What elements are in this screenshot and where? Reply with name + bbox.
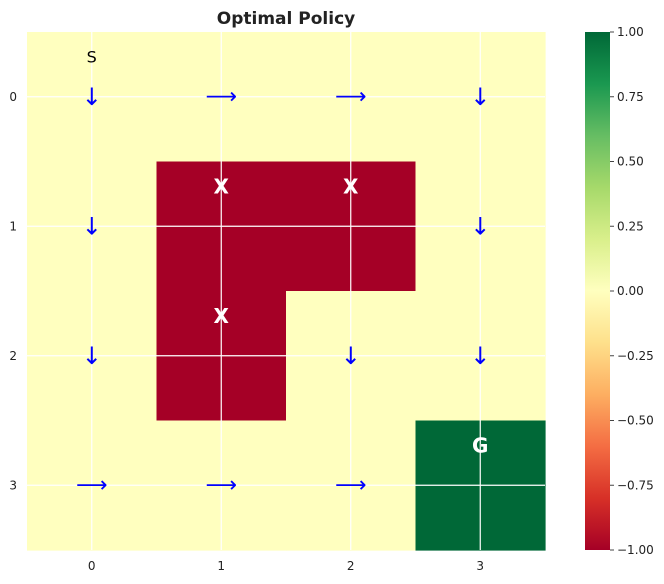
colorbar-tick-label: 1.00 <box>617 25 644 39</box>
policy-arrow-down: ↓ <box>341 342 361 370</box>
colorbar-ticks: 1.00 0.75 0.50 0.25 0.00 −0.25 −0.50 −0.75 −1.00 <box>610 25 654 557</box>
policy-arrow-right: ⟶ <box>335 473 367 498</box>
x-tick-label: 0 <box>88 559 96 573</box>
y-axis-ticks: 0 1 2 3 <box>9 90 17 493</box>
cell-label: X <box>343 174 359 198</box>
colorbar <box>585 32 610 550</box>
policy-arrow-right: ⟶ <box>205 84 237 109</box>
policy-arrow-down: ↓ <box>470 83 490 111</box>
policy-arrow-down: ↓ <box>82 342 102 370</box>
colorbar-tick-label: −0.25 <box>617 349 654 363</box>
x-axis-ticks: 0 1 2 3 <box>88 559 484 573</box>
cell-labels: S X X X G <box>87 47 489 457</box>
policy-arrow-right: ⟶ <box>335 84 367 109</box>
policy-arrow-down: ↓ <box>470 342 490 370</box>
policy-arrow-down: ↓ <box>82 212 102 240</box>
cell-label: S <box>87 47 97 66</box>
colorbar-tick-label: 0.75 <box>617 90 644 104</box>
cell-label: X <box>214 174 230 198</box>
chart-title: Optimal Policy <box>217 9 355 29</box>
colorbar-tick-label: 0.25 <box>617 219 644 233</box>
y-tick-label: 3 <box>9 478 17 492</box>
colorbar-tick-label: −1.00 <box>617 543 654 557</box>
policy-arrow-right: ⟶ <box>76 473 108 498</box>
y-tick-label: 0 <box>9 90 17 104</box>
x-tick-label: 3 <box>476 559 484 573</box>
colorbar-tick-label: 0.50 <box>617 155 644 169</box>
cell-label: G <box>472 433 488 457</box>
x-tick-label: 2 <box>347 559 355 573</box>
colorbar-tick-label: 0.00 <box>617 284 644 298</box>
policy-arrows: ↓ ⟶ ⟶ ↓ ↓ ↓ ↓ ↓ ↓ ⟶ ⟶ ⟶ <box>76 83 490 498</box>
x-tick-label: 1 <box>217 559 225 573</box>
policy-arrow-down: ↓ <box>470 212 490 240</box>
gridlines <box>27 32 545 550</box>
policy-arrow-down: ↓ <box>82 83 102 111</box>
cell-label: X <box>214 304 230 328</box>
colorbar-tick-label: −0.50 <box>617 414 654 428</box>
y-tick-label: 2 <box>9 349 17 363</box>
y-tick-label: 1 <box>9 219 17 233</box>
policy-arrow-right: ⟶ <box>205 473 237 498</box>
colorbar-tick-label: −0.75 <box>617 478 654 492</box>
